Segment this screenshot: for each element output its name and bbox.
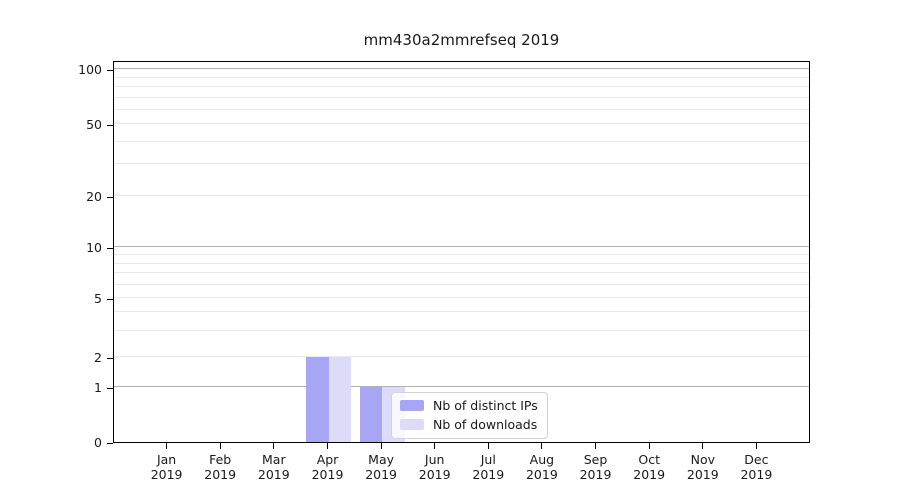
x-tick-label-oct: Oct 2019 bbox=[633, 452, 666, 482]
minor-gridline bbox=[114, 311, 809, 313]
minor-gridline bbox=[114, 253, 809, 255]
minor-gridline bbox=[114, 108, 809, 110]
gridline-y-10 bbox=[114, 246, 809, 248]
minor-gridline bbox=[114, 329, 809, 331]
gridline-y-5 bbox=[114, 297, 809, 298]
minor-gridline bbox=[114, 163, 809, 165]
gridline-y-100 bbox=[114, 68, 809, 70]
legend-swatch-nb-of-downloads bbox=[400, 419, 424, 430]
legend-item-nb-of-distinct-ips: Nb of distinct IPs bbox=[400, 398, 538, 413]
x-tick-mark bbox=[541, 443, 543, 449]
gridline-y-1 bbox=[114, 386, 809, 387]
x-tick-mark bbox=[327, 443, 328, 449]
y-tick-label: 5 bbox=[94, 291, 102, 306]
x-tick-label-jul: Jul 2019 bbox=[472, 452, 505, 482]
x-tick-mark bbox=[166, 443, 168, 449]
gridline-y-2 bbox=[114, 356, 809, 357]
x-tick-label-jan: Jan 2019 bbox=[150, 452, 183, 482]
legend: Nb of distinct IPs Nb of downloads bbox=[391, 392, 548, 439]
bar-nb-of-distinct-ips-apr bbox=[306, 357, 329, 442]
x-tick-mark bbox=[595, 443, 596, 449]
legend-swatch-nb-of-distinct-ips bbox=[400, 400, 424, 411]
x-tick-label-nov: Nov 2019 bbox=[686, 452, 719, 482]
y-tick-mark bbox=[107, 298, 113, 300]
minor-gridline bbox=[114, 140, 809, 142]
y-tick-mark bbox=[107, 387, 113, 389]
legend-label: Nb of downloads bbox=[433, 417, 538, 432]
bar-nb-of-distinct-ips-may bbox=[359, 387, 383, 442]
x-tick-mark bbox=[755, 443, 757, 449]
x-tick-label-sep: Sep 2019 bbox=[579, 452, 612, 482]
x-tick-label-jun: Jun 2019 bbox=[418, 452, 451, 482]
minor-gridline bbox=[114, 283, 809, 285]
x-tick-label-mar: Mar 2019 bbox=[257, 452, 290, 482]
gridline-y-50 bbox=[114, 123, 809, 125]
x-tick-label-dec: Dec 2019 bbox=[740, 452, 773, 482]
x-tick-mark bbox=[434, 443, 436, 449]
chart-title: mm430a2mmrefseq 2019 bbox=[363, 31, 560, 49]
minor-gridline bbox=[114, 76, 809, 78]
minor-gridline bbox=[114, 272, 809, 274]
y-tick-label: 2 bbox=[94, 350, 102, 365]
y-tick-label: 100 bbox=[78, 62, 102, 78]
y-tick-mark bbox=[107, 69, 113, 71]
legend-item-nb-of-downloads: Nb of downloads bbox=[400, 417, 538, 432]
y-tick-mark bbox=[107, 442, 113, 444]
y-tick-label: 10 bbox=[86, 240, 102, 256]
y-tick-label: 50 bbox=[86, 117, 102, 133]
x-tick-mark bbox=[273, 443, 275, 449]
x-tick-mark bbox=[380, 443, 382, 449]
y-tick-mark bbox=[107, 124, 113, 126]
x-tick-mark bbox=[648, 443, 650, 449]
y-tick-mark bbox=[107, 357, 113, 359]
x-tick-mark bbox=[487, 443, 489, 449]
plot-area bbox=[113, 61, 810, 443]
gridline-y-20 bbox=[114, 195, 809, 196]
y-tick-label: 20 bbox=[86, 189, 102, 204]
x-tick-label-may: May 2019 bbox=[365, 452, 397, 482]
legend-label: Nb of distinct IPs bbox=[433, 398, 538, 413]
y-tick-label: 1 bbox=[94, 380, 102, 395]
x-tick-label-feb: Feb 2019 bbox=[204, 452, 237, 482]
y-tick-label: 0 bbox=[94, 435, 102, 450]
x-tick-mark bbox=[219, 443, 221, 449]
minor-gridline bbox=[114, 96, 809, 98]
x-tick-mark bbox=[702, 443, 704, 449]
minor-gridline bbox=[114, 262, 809, 264]
minor-gridline bbox=[114, 85, 809, 87]
y-tick-mark bbox=[107, 196, 113, 198]
x-tick-label-aug: Aug 2019 bbox=[525, 452, 558, 482]
x-tick-label-apr: Apr 2019 bbox=[311, 452, 344, 482]
y-tick-mark bbox=[107, 247, 113, 249]
bar-nb-of-downloads-apr bbox=[328, 357, 351, 442]
